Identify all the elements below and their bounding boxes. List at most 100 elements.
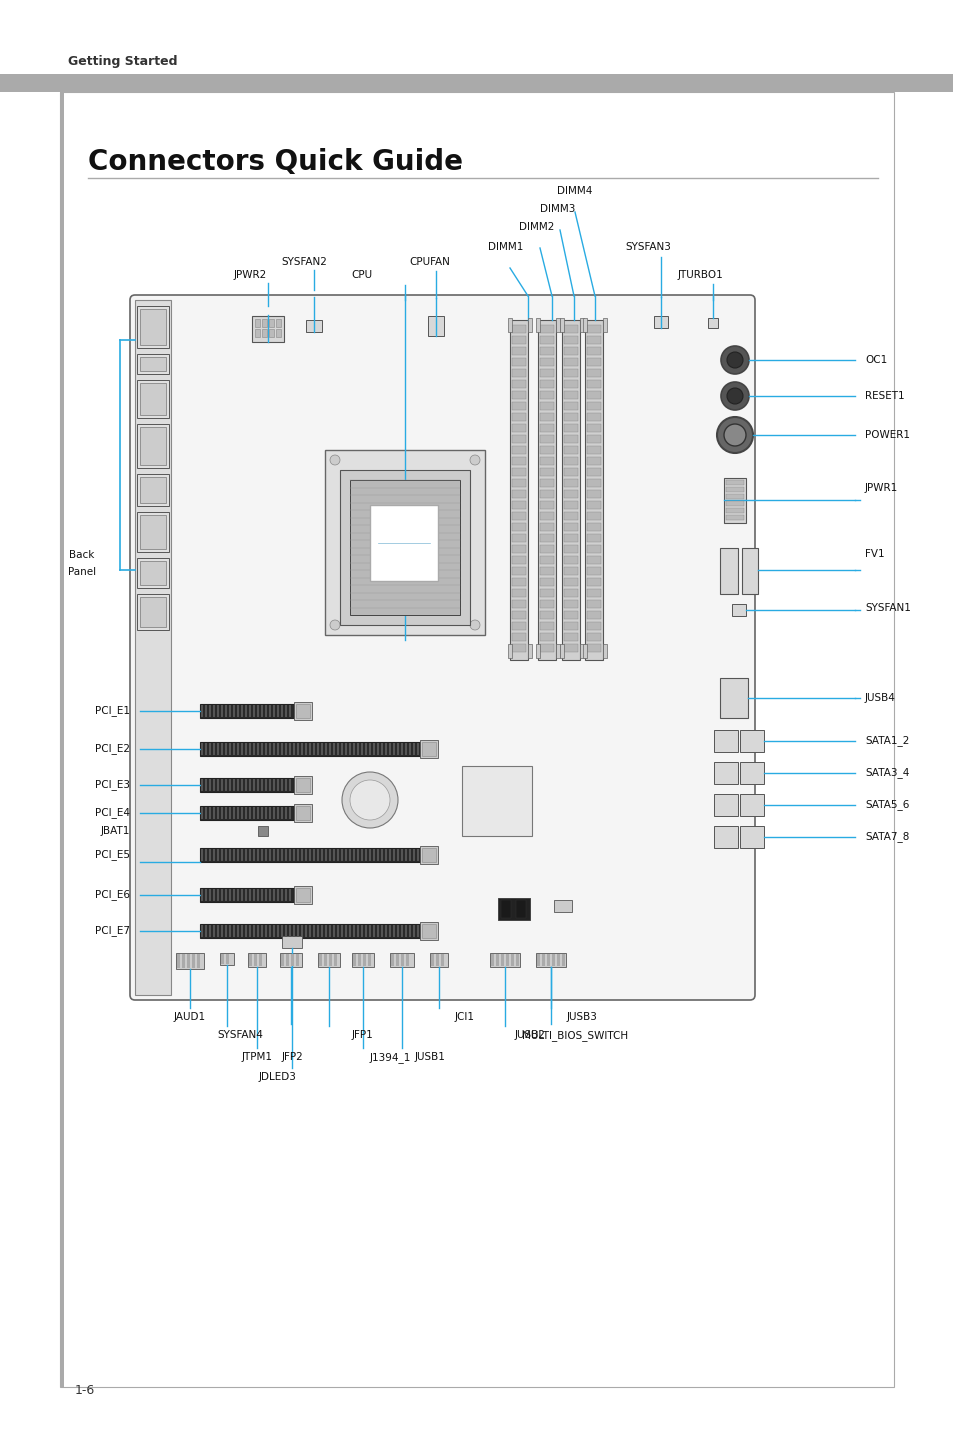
Bar (405, 849, 407, 861)
Bar (245, 705, 247, 717)
Bar (289, 743, 291, 755)
Bar (586, 358, 600, 367)
Bar (376, 925, 378, 937)
Bar (405, 743, 407, 755)
Bar (537, 954, 539, 967)
Bar (281, 849, 283, 861)
Bar (357, 954, 360, 967)
Bar (539, 579, 554, 586)
Text: CPU: CPU (351, 271, 373, 281)
Bar (400, 925, 402, 937)
Bar (253, 705, 254, 717)
Bar (713, 826, 738, 848)
Text: PCI_E5: PCI_E5 (95, 849, 130, 861)
Text: Getting Started: Getting Started (68, 56, 177, 69)
Bar (505, 954, 509, 967)
Bar (256, 779, 258, 790)
Bar (209, 808, 211, 819)
Bar (512, 468, 525, 475)
Bar (563, 445, 578, 454)
Bar (406, 954, 409, 967)
Text: RESET1: RESET1 (864, 391, 903, 401)
Bar (253, 808, 254, 819)
FancyBboxPatch shape (130, 295, 754, 1000)
Bar (229, 889, 231, 901)
Bar (216, 925, 219, 937)
Bar (229, 779, 231, 790)
Bar (539, 611, 554, 619)
Bar (216, 808, 219, 819)
Bar (216, 889, 219, 901)
Bar (316, 925, 318, 937)
Bar (201, 705, 203, 717)
Bar (563, 644, 578, 652)
Bar (512, 402, 525, 410)
Bar (201, 808, 203, 819)
Bar (233, 925, 234, 937)
Text: JUSB1: JUSB1 (415, 1053, 445, 1063)
Bar (586, 534, 600, 541)
Bar (430, 954, 448, 967)
Bar (416, 743, 418, 755)
Bar (421, 848, 436, 862)
Text: Connectors Quick Guide: Connectors Quick Guide (88, 147, 462, 176)
Bar (245, 743, 247, 755)
Bar (187, 954, 190, 968)
Bar (313, 925, 314, 937)
Bar (261, 779, 263, 790)
Bar (200, 806, 294, 821)
Text: JAUD1: JAUD1 (173, 1012, 206, 1022)
Circle shape (717, 417, 752, 453)
Bar (539, 358, 554, 367)
Bar (527, 644, 532, 657)
Bar (561, 954, 564, 967)
Bar (512, 325, 525, 334)
Bar (316, 849, 318, 861)
Text: SYSFAN1: SYSFAN1 (864, 603, 910, 613)
Bar (261, 705, 263, 717)
Bar (512, 621, 525, 630)
Text: JUSB3: JUSB3 (566, 1012, 597, 1022)
Text: SATA5_6: SATA5_6 (864, 799, 908, 811)
Bar (221, 889, 223, 901)
Bar (261, 808, 263, 819)
Bar (586, 523, 600, 531)
Bar (229, 705, 231, 717)
Bar (539, 644, 554, 652)
Bar (393, 849, 395, 861)
Bar (256, 705, 258, 717)
Circle shape (330, 620, 339, 630)
Bar (269, 743, 271, 755)
Bar (400, 954, 403, 967)
Text: OC1: OC1 (864, 355, 886, 365)
Circle shape (470, 455, 479, 465)
Bar (192, 954, 194, 968)
Bar (200, 778, 294, 792)
Bar (586, 325, 600, 334)
Bar (289, 705, 291, 717)
Bar (539, 347, 554, 355)
Bar (431, 954, 434, 967)
Bar (140, 477, 166, 503)
Bar (313, 743, 314, 755)
Bar (282, 937, 302, 948)
Bar (306, 319, 322, 332)
Bar (320, 925, 323, 937)
Bar (393, 743, 395, 755)
Bar (295, 705, 310, 717)
Text: FV1: FV1 (864, 548, 883, 558)
Bar (563, 633, 578, 642)
Bar (236, 889, 239, 901)
Bar (325, 450, 484, 634)
Bar (541, 954, 544, 967)
Bar (368, 954, 371, 967)
Bar (586, 556, 600, 564)
Bar (353, 925, 355, 937)
Bar (221, 925, 223, 937)
Bar (740, 730, 763, 752)
Bar (229, 849, 231, 861)
Bar (276, 808, 278, 819)
Bar (253, 849, 254, 861)
Bar (137, 354, 169, 374)
Bar (241, 925, 243, 937)
